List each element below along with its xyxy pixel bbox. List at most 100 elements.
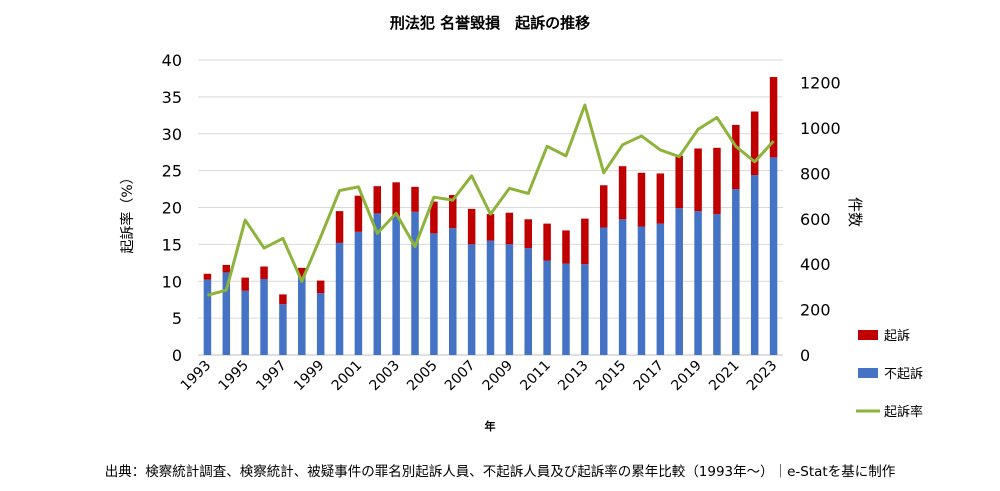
bar-not-prosecuted-1994 <box>222 272 231 355</box>
bar-prosecuted-2009 <box>505 212 514 245</box>
bar-prosecuted-2008 <box>486 214 495 241</box>
y-right-tick-label: 1000 <box>800 119 841 138</box>
x-tick-label: 1997 <box>253 358 290 395</box>
y-left-tick-label: 10 <box>162 272 182 291</box>
legend-label-prosecuted: 起訴 <box>884 328 910 344</box>
y-right-tick-label: 400 <box>800 255 831 274</box>
bar-prosecuted-2010 <box>524 219 532 249</box>
bar-prosecuted-1997 <box>279 294 287 305</box>
x-tick-label: 1993 <box>178 358 215 395</box>
legend-label-rate: 起訴率 <box>884 404 923 420</box>
x-tick-label: 2009 <box>480 358 517 395</box>
bar-not-prosecuted-2022 <box>750 175 759 355</box>
bar-not-prosecuted-1995 <box>241 290 249 355</box>
bar-prosecuted-2017 <box>656 173 665 224</box>
bar-prosecuted-1995 <box>241 277 249 291</box>
y-left-tick-label: 30 <box>162 125 182 144</box>
bar-prosecuted-2016 <box>637 172 646 227</box>
bar-prosecuted-2001 <box>354 195 363 232</box>
bar-prosecuted-2018 <box>675 155 683 209</box>
bar-prosecuted-2012 <box>562 230 570 264</box>
bar-prosecuted-2023 <box>769 77 778 158</box>
bar-not-prosecuted-2016 <box>637 226 646 355</box>
x-tick-label: 1999 <box>291 358 328 395</box>
y-left-tick-label: 5 <box>172 309 182 328</box>
bar-not-prosecuted-2010 <box>524 248 532 355</box>
bar-not-prosecuted-2017 <box>656 223 665 355</box>
bar-prosecuted-1993 <box>203 273 212 280</box>
bar-not-prosecuted-2019 <box>694 211 702 355</box>
y-right-tick-label: 1200 <box>800 74 841 93</box>
bar-not-prosecuted-2008 <box>486 240 495 355</box>
bar-not-prosecuted-1999 <box>316 293 325 355</box>
bar-not-prosecuted-2023 <box>769 157 778 355</box>
bar-not-prosecuted-2012 <box>562 263 570 355</box>
bar-prosecuted-1994 <box>222 264 231 273</box>
x-tick-label: 2017 <box>631 358 668 395</box>
x-tick-label: 1995 <box>215 358 252 395</box>
x-tick-label: 2021 <box>706 358 743 395</box>
bar-not-prosecuted-2009 <box>505 244 514 355</box>
x-tick-label: 2023 <box>744 358 781 395</box>
bar-not-prosecuted-2006 <box>449 228 457 355</box>
bar-not-prosecuted-2007 <box>467 244 476 355</box>
bar-not-prosecuted-2002 <box>373 213 382 355</box>
bar-prosecuted-2005 <box>430 201 438 234</box>
x-tick-label: 2019 <box>668 358 705 395</box>
y-left-tick-label: 35 <box>162 88 182 107</box>
x-tick-label: 2001 <box>329 358 366 395</box>
x-tick-label: 2003 <box>366 358 403 395</box>
bar-not-prosecuted-2004 <box>411 211 419 355</box>
x-tick-label: 2013 <box>555 358 592 395</box>
y-right-tick-label: 800 <box>800 164 831 183</box>
bar-not-prosecuted-2003 <box>392 216 400 355</box>
bar-prosecuted-2002 <box>373 186 382 214</box>
y-axis-left-label: 起訴率（%） <box>119 170 136 253</box>
chart-title: 刑法犯 名誉毀損 起訴の推移 <box>390 14 590 32</box>
x-axis-label: 年 <box>485 419 496 433</box>
bar-prosecuted-2021 <box>732 124 740 190</box>
y-right-tick-label: 200 <box>800 301 831 320</box>
bar-prosecuted-1999 <box>316 280 325 294</box>
x-tick-label: 2007 <box>442 358 479 395</box>
bar-prosecuted-2013 <box>581 218 589 265</box>
bar-prosecuted-2004 <box>411 186 419 212</box>
y-axis-right-label: 件数 <box>846 197 864 227</box>
bar-prosecuted-2000 <box>335 211 344 243</box>
bar-not-prosecuted-1997 <box>279 304 287 355</box>
bar-prosecuted-2006 <box>449 195 457 229</box>
bar-not-prosecuted-2000 <box>335 242 344 355</box>
bar-not-prosecuted-2020 <box>713 214 721 355</box>
y-right-tick-label: 600 <box>800 210 831 229</box>
legend-swatch-prosecuted <box>858 330 878 340</box>
y-left-tick-label: 0 <box>172 346 182 365</box>
bar-not-prosecuted-1996 <box>260 278 268 355</box>
bar-not-prosecuted-2021 <box>732 189 740 355</box>
x-tick-label: 2011 <box>517 358 554 395</box>
y-left-tick-label: 40 <box>162 51 182 70</box>
bar-not-prosecuted-1998 <box>298 277 306 355</box>
bar-not-prosecuted-2011 <box>543 260 551 355</box>
y-right-tick-label: 0 <box>800 346 810 365</box>
x-tick-label: 2015 <box>593 358 630 395</box>
y-left-tick-label: 20 <box>162 199 182 218</box>
bar-prosecuted-2014 <box>599 185 608 228</box>
bar-prosecuted-2022 <box>750 111 759 176</box>
bar-not-prosecuted-1993 <box>203 279 212 355</box>
bar-prosecuted-2019 <box>694 148 702 212</box>
bar-prosecuted-1998 <box>298 267 306 278</box>
legend: 起訴 不起訴 起訴率 <box>856 328 923 420</box>
y-left-tick-label: 25 <box>162 162 182 181</box>
bar-prosecuted-1996 <box>260 266 268 279</box>
bar-prosecuted-2020 <box>713 147 721 215</box>
bar-not-prosecuted-2018 <box>675 208 683 355</box>
bar-prosecuted-2011 <box>543 223 551 261</box>
bar-not-prosecuted-2001 <box>354 231 363 355</box>
bar-not-prosecuted-2005 <box>430 233 438 355</box>
bar-not-prosecuted-2013 <box>581 264 589 355</box>
legend-label-not-prosecuted: 不起訴 <box>884 366 923 382</box>
source-note: 出典：検察統計調査、検察統計、被疑事件の罪名別起訴人員、不起訴人員及び起訴率の累… <box>105 463 895 480</box>
bar-not-prosecuted-2014 <box>599 227 608 355</box>
x-tick-label: 2005 <box>404 358 441 395</box>
